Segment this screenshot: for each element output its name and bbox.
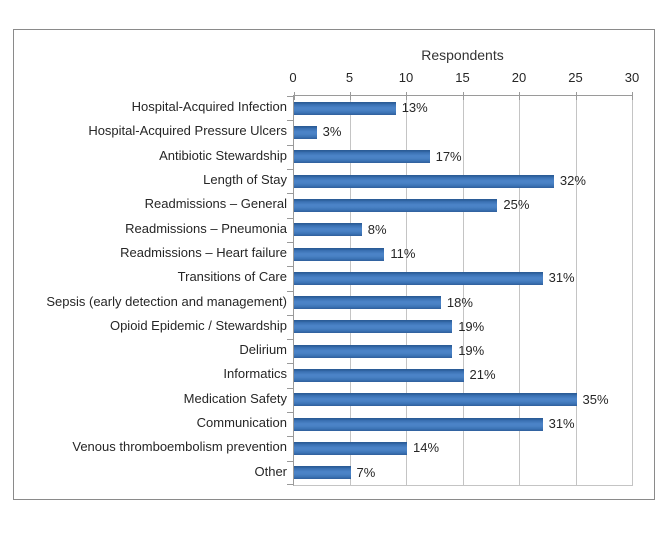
category-label: Informatics (223, 366, 287, 382)
category-label: Antibiotic Stewardship (159, 147, 287, 163)
y-axis-tick (287, 412, 293, 414)
x-tick-label: 0 (289, 70, 297, 85)
bar-value-label: 3% (322, 124, 342, 140)
bar (294, 101, 396, 115)
y-axis-tick (287, 144, 293, 146)
category-label: Readmissions – General (144, 196, 287, 212)
x-axis-tick (632, 92, 633, 100)
bar (294, 466, 351, 480)
bar-value-label: 11% (390, 245, 416, 261)
bar-value-label: 13% (401, 100, 428, 115)
x-axis-tick-labels: 0 5 10 15 20 25 30 (289, 70, 639, 87)
y-axis-tick (287, 387, 293, 389)
x-tick-label: 15 (455, 70, 470, 85)
bar (294, 442, 407, 456)
y-axis-tick (287, 290, 293, 292)
bar-value-label: 7% (356, 464, 376, 480)
category-label: Venous thromboembolism prevention (72, 439, 287, 455)
bar-value-label: 8% (367, 221, 387, 237)
y-axis-tick (287, 314, 293, 316)
bar (294, 344, 453, 358)
category-label: Hospital-Acquired Infection (131, 99, 287, 114)
gridline (462, 96, 464, 485)
category-axis-labels: Hospital-Acquired Infection Hospital-Acqu… (14, 95, 287, 484)
y-axis-tick (287, 96, 293, 97)
bar (294, 223, 362, 237)
gridline (349, 96, 351, 485)
gridline (519, 96, 520, 485)
x-axis-tick (349, 92, 351, 100)
y-axis-tick (287, 266, 293, 268)
category-label: Delirium (239, 342, 287, 358)
category-label: Readmissions – Heart failure (120, 244, 287, 260)
chart-title: Respondents (421, 47, 504, 63)
x-tick-label: 30 (624, 70, 640, 85)
bar-value-label: 17% (435, 148, 462, 164)
bar (294, 174, 554, 188)
bar (294, 417, 543, 431)
bar-value-label: 25% (503, 197, 530, 213)
bar (294, 369, 464, 383)
category-label: Transitions of Care (177, 269, 287, 285)
y-axis-tick (287, 217, 293, 219)
category-label: Readmissions – Pneumonia (125, 220, 287, 236)
gridline (575, 96, 577, 485)
bar-value-label: 19% (458, 318, 485, 334)
y-axis-tick (287, 484, 293, 485)
category-label: Hospital-Acquired Pressure Ulcers (88, 123, 287, 139)
bar (294, 125, 317, 139)
bar-value-label: 31% (548, 270, 575, 286)
y-axis-tick (287, 363, 293, 365)
bar (294, 198, 498, 212)
bar (294, 150, 430, 164)
bar (294, 271, 543, 285)
gridline (406, 96, 407, 485)
y-axis-tick (287, 241, 293, 243)
y-axis-tick (287, 120, 293, 122)
bar (294, 296, 441, 310)
gridline (632, 96, 633, 485)
category-label: Medication Safety (183, 390, 287, 406)
y-axis-tick (287, 339, 293, 341)
x-axis-tick (406, 92, 407, 100)
plot-area: 13% 3% 17% 32% 25% 8% 11% 31% 18% 19% 19% 21% 35% 31%… (287, 92, 633, 486)
bar-value-label: 31% (548, 416, 575, 432)
x-tick-label: 20 (511, 70, 527, 85)
bar-value-label: 18% (446, 294, 473, 310)
category-label: Length of Stay (203, 171, 287, 187)
x-tick-label: 5 (345, 70, 354, 85)
bar-value-label: 35% (582, 391, 609, 407)
x-axis-tick (462, 92, 464, 100)
y-axis-tick (287, 460, 293, 462)
x-axis-tick (575, 92, 577, 100)
category-label: Sepsis (early detection and management) (46, 293, 287, 309)
category-label: Other (254, 463, 287, 479)
bar (294, 393, 577, 407)
x-axis-tick (294, 92, 295, 100)
bar-value-label: 32% (559, 172, 586, 188)
bar-value-label: 14% (413, 440, 440, 456)
bar-value-label: 19% (458, 343, 485, 359)
category-label: Communication (196, 415, 287, 431)
y-axis-tick (287, 436, 293, 438)
bar-value-label: 21% (469, 367, 496, 383)
y-axis-tick (287, 168, 293, 170)
bar (294, 247, 385, 261)
x-axis-tick (519, 92, 520, 100)
category-label: Opioid Epidemic / Stewardship (109, 317, 287, 333)
bar (294, 320, 453, 334)
x-tick-label: 10 (398, 70, 414, 85)
y-axis-tick (287, 193, 293, 195)
x-tick-label: 25 (568, 70, 583, 85)
